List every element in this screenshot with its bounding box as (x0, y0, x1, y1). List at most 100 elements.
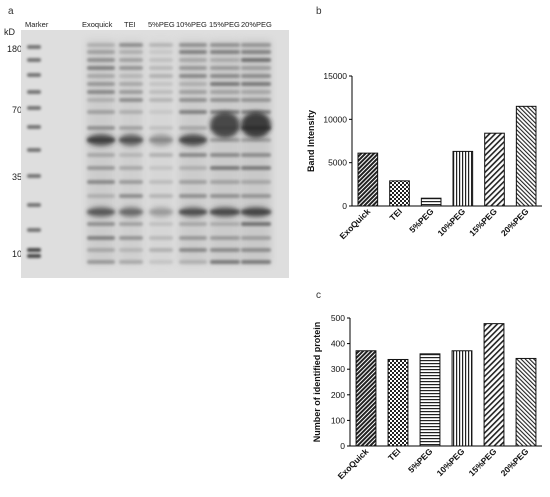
lane-label-exoquick: Exoquick (82, 20, 113, 29)
kd-label-35: 35 (11, 172, 22, 182)
bar (420, 197, 442, 207)
lane-band (179, 126, 207, 130)
y-tick-label: 200 (331, 390, 345, 400)
lane-label-20peg: 20%PEG (241, 20, 272, 29)
lane-band (149, 82, 173, 86)
bar (452, 150, 474, 207)
major-band (241, 112, 271, 138)
marker-band (27, 106, 41, 110)
lane-band (149, 74, 173, 78)
lane-band (149, 222, 173, 226)
lane-band (149, 43, 173, 47)
lane-band (87, 180, 115, 184)
lane-band (87, 50, 115, 54)
lane-band (210, 248, 240, 252)
lane-band (119, 126, 143, 130)
major-band (241, 207, 271, 217)
marker-band (27, 58, 41, 62)
lane-band (179, 194, 207, 198)
y-tick-label: 0 (340, 441, 345, 451)
marker-band (27, 203, 41, 207)
lane-band (179, 43, 207, 47)
lane-band (149, 166, 173, 170)
major-band (119, 134, 143, 146)
lane-band (241, 50, 271, 54)
lane-band (87, 110, 115, 114)
major-band (149, 134, 173, 146)
bar (355, 350, 377, 447)
marker-band (27, 254, 41, 258)
lane-band (210, 236, 240, 240)
y-tick-label: 5000 (328, 158, 347, 168)
bar (515, 105, 537, 207)
lane-band (179, 82, 207, 86)
y-tick-label: 10000 (323, 114, 347, 124)
x-tick-label: 10%PEG (435, 446, 467, 478)
marker-band (27, 45, 41, 49)
x-tick-label: 15%PEG (467, 446, 499, 478)
y-tick-label: 100 (331, 415, 345, 425)
major-band (179, 134, 207, 146)
lane-band (241, 43, 271, 47)
lane-band (149, 260, 173, 264)
major-band (210, 207, 240, 217)
lane-band (149, 126, 173, 130)
lane-band (119, 222, 143, 226)
marker-band (27, 90, 41, 94)
kd-label-180: 180 (6, 44, 22, 54)
lane-band (87, 153, 115, 157)
lane-band (87, 90, 115, 94)
lane-band (210, 82, 240, 86)
lane-band (179, 58, 207, 62)
lane-band (210, 98, 240, 102)
panel-b-letter: b (316, 6, 322, 17)
lane-band (179, 248, 207, 252)
lane-band (241, 153, 271, 157)
lane-band (241, 82, 271, 86)
lane-band (241, 194, 271, 198)
lane-band (241, 90, 271, 94)
lane-band (87, 66, 115, 70)
lane-band (241, 66, 271, 70)
bar (451, 350, 473, 447)
lane-band (210, 138, 240, 142)
lane-band (87, 126, 115, 130)
marker-band (27, 125, 41, 129)
major-band (179, 207, 207, 217)
bar (357, 152, 379, 207)
lane-band (241, 138, 271, 142)
bar (419, 353, 441, 447)
lane-band (87, 222, 115, 226)
lane-band (87, 43, 115, 47)
lane-band (119, 43, 143, 47)
bar (387, 358, 409, 447)
x-tick-label: ExoQuick (336, 446, 371, 481)
lane-band (87, 74, 115, 78)
lane-band (149, 110, 173, 114)
lane-band (210, 260, 240, 264)
lane-band (179, 50, 207, 54)
x-tick-label: 5%PEG (406, 446, 435, 475)
x-tick-label: TEI (386, 446, 402, 462)
bar (389, 180, 410, 207)
lane-band (241, 248, 271, 252)
marker-band (27, 73, 41, 77)
lane-band (241, 74, 271, 78)
lane-band (241, 180, 271, 184)
y-tick-label: 15000 (323, 71, 347, 81)
y-tick-label: 400 (331, 339, 345, 349)
lane-band (119, 74, 143, 78)
lane-band (119, 236, 143, 240)
lane-band (149, 90, 173, 94)
lane-label-marker: Marker (25, 20, 49, 29)
lane-band (149, 58, 173, 62)
lane-label-tei: TEI (124, 20, 136, 29)
bar (515, 357, 537, 447)
kd-unit-label: kD (4, 27, 15, 37)
lane-label-10peg: 10%PEG (176, 20, 207, 29)
panel-a-letter: a (8, 6, 14, 17)
lane-band (87, 82, 115, 86)
